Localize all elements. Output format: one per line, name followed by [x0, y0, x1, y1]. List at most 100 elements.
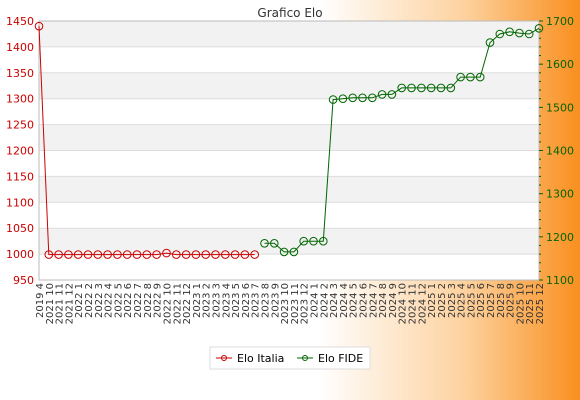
x-tick-label: 2023 10: [280, 283, 291, 324]
data-point: [64, 250, 73, 259]
data-point: [181, 250, 191, 259]
data-point: [221, 250, 230, 259]
data-point: [319, 236, 328, 246]
data-point: [122, 250, 132, 259]
data-point: [309, 236, 318, 246]
data-point: [446, 83, 456, 93]
x-tick-label: 2024 6: [359, 283, 370, 318]
x-tick-label: 2022 7: [133, 283, 144, 318]
plot-band: [39, 150, 539, 177]
legend-label-italia: Elo Italia: [237, 352, 284, 365]
right-tick-label: 1700: [546, 15, 574, 28]
x-tick-label: 2025 2: [437, 283, 448, 318]
left-tick-label: 1100: [6, 196, 34, 209]
plot-band: [39, 21, 539, 47]
data-point: [152, 250, 161, 259]
right-tick-label: 1300: [546, 188, 574, 201]
data-point: [495, 29, 505, 39]
x-tick-label: 2022 10: [162, 283, 173, 324]
left-tick-label: 1000: [6, 248, 34, 261]
x-tick-label: 2025 10: [515, 283, 526, 324]
data-point: [73, 250, 83, 259]
legend-label-fide: Elo FIDE: [318, 352, 363, 365]
data-point: [466, 72, 475, 82]
x-tick-label: 2023 11: [290, 283, 301, 324]
x-tick-label: 2023 2: [202, 283, 213, 318]
right-tick-label: 1200: [546, 231, 574, 244]
left-tick-label: 1050: [6, 222, 34, 235]
data-point: [338, 94, 348, 103]
legend: Elo Italia Elo FIDE: [209, 346, 371, 370]
x-tick-label: 2022 12: [182, 283, 193, 324]
data-point: [417, 83, 426, 93]
x-tick-label: 2024 4: [339, 283, 350, 318]
x-tick-label: 2025 3: [447, 283, 458, 318]
plot-band: [39, 72, 539, 99]
x-tick-label: 2025 6: [476, 283, 487, 318]
x-tick-label: 2022 2: [84, 283, 95, 318]
x-tick-label: 2025 1: [427, 283, 438, 318]
x-tick-label: 2023 1: [192, 283, 203, 318]
data-point: [436, 83, 446, 93]
x-tick-label: 2024 9: [388, 283, 399, 318]
x-tick-label: 2024 12: [417, 283, 428, 324]
left-tick-label: 1200: [6, 145, 34, 158]
x-tick-label: 2023 5: [231, 283, 242, 318]
data-point: [377, 90, 387, 99]
data-point: [44, 250, 54, 259]
x-tick-label: 2025 7: [486, 283, 497, 318]
x-tick-label: 2022 1: [74, 283, 85, 318]
data-point: [328, 95, 338, 104]
x-tick-label: 2022 6: [123, 283, 134, 318]
left-tick-label: 1450: [6, 15, 34, 28]
data-point: [368, 93, 377, 103]
data-point: [475, 72, 485, 82]
plot-band: [39, 46, 539, 73]
x-tick-label: 2025 9: [506, 283, 517, 318]
x-tick-label: 2025 12: [535, 283, 546, 324]
x-tick-label: 2023 6: [241, 283, 252, 318]
plot-band: [39, 228, 539, 255]
data-point: [132, 250, 142, 259]
data-point: [289, 247, 299, 257]
x-tick-label: 2022 3: [94, 283, 105, 318]
data-point: [142, 250, 152, 259]
x-tick-label: 2025 11: [525, 283, 536, 324]
x-tick-label: 2024 7: [368, 283, 379, 318]
data-point: [162, 248, 171, 258]
data-point: [83, 250, 93, 259]
data-point: [103, 250, 112, 259]
x-tick-label: 2022 4: [104, 283, 115, 318]
x-tick-label: 2024 1: [310, 283, 321, 318]
right-tick-label: 1500: [546, 101, 574, 114]
left-tick-label: 1300: [6, 93, 34, 106]
x-tick-label: 2023 7: [251, 283, 262, 318]
x-tick-label: 2022 5: [113, 283, 124, 318]
x-tick-label: 2022 8: [143, 283, 154, 318]
left-tick-label: 1400: [6, 41, 34, 54]
left-tick-label: 1150: [6, 170, 34, 183]
data-point: [387, 90, 397, 99]
x-tick-label: 2021 11: [55, 283, 66, 324]
left-tick-label: 1350: [6, 67, 34, 80]
data-point: [191, 250, 201, 259]
x-tick-label: 2025 5: [466, 283, 477, 318]
data-point: [515, 28, 524, 38]
x-tick-label: 2021 12: [64, 283, 75, 324]
legend-marker-italia: [221, 355, 227, 361]
data-point: [172, 250, 181, 259]
data-point: [260, 239, 269, 248]
x-tick-label: 2023 9: [270, 283, 281, 318]
right-tick-label: 1400: [546, 145, 574, 158]
data-point: [456, 72, 465, 82]
data-point: [348, 93, 358, 103]
data-point: [34, 21, 44, 31]
plot-bands: [39, 21, 539, 280]
x-tick-label: 2019 4: [35, 283, 46, 318]
data-point: [211, 250, 220, 259]
x-tick-label: 2024 11: [408, 283, 419, 324]
data-point: [505, 27, 514, 37]
data-point: [397, 83, 407, 93]
